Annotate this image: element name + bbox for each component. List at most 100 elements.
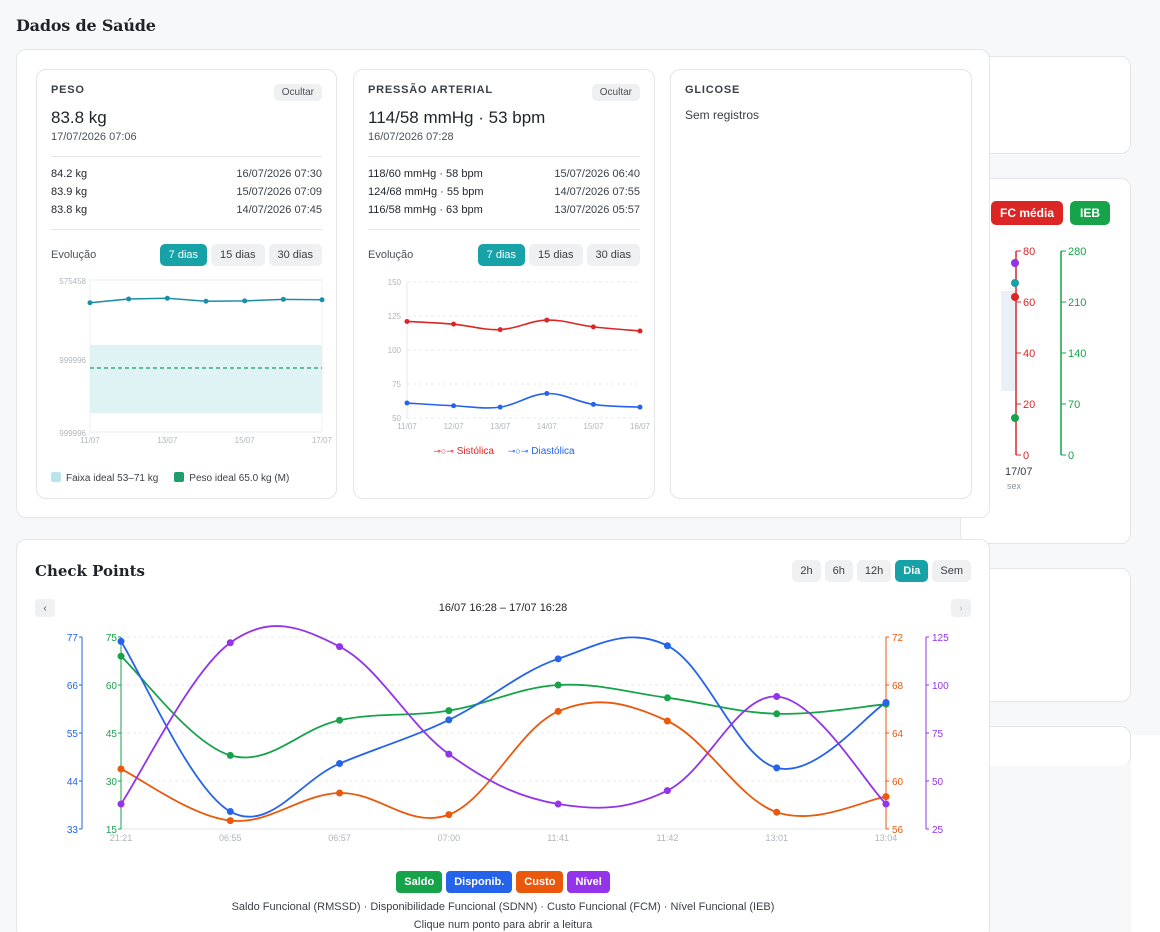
list-item: 116/58 mmHg · 63 bpm 13/07/2026 05:57	[368, 204, 640, 216]
background-date-label: 17/07	[1005, 466, 1033, 478]
y-tick-label: 55	[67, 729, 79, 740]
series-description: Saldo Funcional (RMSSD) · Disponibilidad…	[231, 901, 775, 913]
y-tick-label: 45	[106, 729, 118, 740]
checkpoints-title: Check Points	[35, 562, 145, 580]
health-metrics-panel: PESO Ocultar 83.8 kg 17/07/2026 07:06 84…	[16, 49, 990, 518]
series-custo-toggle[interactable]: Custo	[516, 871, 564, 893]
diastolic-legend: ⊸○⊸ Diastólica	[507, 446, 575, 457]
checkpoint-point	[445, 811, 453, 819]
range-30-days-button[interactable]: 30 dias	[268, 244, 322, 266]
checkpoint-point	[117, 652, 125, 660]
next-period-button[interactable]: ›	[951, 599, 971, 617]
teal-point	[1011, 279, 1019, 287]
weight-card-label: PESO	[51, 84, 85, 96]
checkpoint-point	[554, 681, 562, 689]
x-tick-label: 21:21	[110, 833, 133, 843]
range-15-days-button[interactable]: 15 dias	[211, 244, 265, 266]
tab-2h[interactable]: 2h	[792, 560, 821, 582]
divider	[51, 156, 322, 157]
axis-tick-label: 210	[1068, 297, 1086, 309]
y-tick-label: 999996	[59, 356, 86, 365]
y-tick-label: 77	[67, 633, 79, 644]
y-tick-label: 66	[67, 681, 79, 692]
weight-point	[164, 295, 170, 301]
series-line	[120, 636, 887, 818]
bp-card-label: PRESSÃO ARTERIAL	[368, 84, 493, 96]
bp-point	[497, 327, 503, 333]
y-tick-label: 100	[388, 346, 402, 355]
list-item: 118/60 mmHg · 58 bpm 15/07/2026 06:40	[368, 168, 640, 180]
weight-evolution-label: Evolução	[51, 249, 97, 261]
x-tick-label: 15/07	[583, 422, 604, 431]
checkpoint-point	[336, 716, 344, 724]
divider	[368, 156, 640, 157]
series-nivel-toggle[interactable]: Nível	[567, 871, 610, 893]
bp-legend: ⊸○⊸ Sistólica ⊸○⊸ Diastólica	[354, 446, 654, 457]
range-15-days-button[interactable]: 15 dias	[529, 244, 583, 266]
bp-point	[637, 404, 643, 410]
y-tick-label: 50	[392, 414, 401, 423]
y-tick-label: 125	[388, 312, 402, 321]
checkpoint-point	[117, 637, 125, 645]
x-tick-label: 06:57	[328, 833, 351, 843]
y-tick-label: 30	[106, 777, 118, 788]
weight-range-selector: 7 dias 15 dias 30 dias	[159, 244, 322, 266]
y-tick-label: 50	[932, 777, 944, 788]
axis-tick-label: 60	[1023, 297, 1035, 309]
bp-evolution-label: Evolução	[368, 249, 414, 261]
tab-12h[interactable]: 12h	[856, 560, 892, 582]
x-tick-label: 13/07	[157, 436, 178, 445]
fc-media-button[interactable]: FC média	[991, 201, 1064, 225]
weight-current-date: 17/07/2026 07:06	[51, 131, 137, 143]
x-tick-label: 11:41	[547, 833, 569, 843]
bp-point	[497, 404, 503, 410]
list-item: 84.2 kg 16/07/2026 07:30	[51, 168, 322, 180]
series-saldo-toggle[interactable]: Saldo	[396, 871, 443, 893]
x-tick-label: 13:01	[765, 833, 788, 843]
bp-series-line	[406, 392, 641, 409]
ideal-range-band	[90, 345, 322, 413]
tab-dia[interactable]: Dia	[895, 560, 929, 582]
checkpoint-point	[663, 642, 671, 650]
list-item: 124/68 mmHg · 55 bpm 14/07/2026 07:55	[368, 186, 640, 198]
weight-hide-button[interactable]: Ocultar	[273, 84, 322, 101]
y-tick-label: 125	[932, 633, 949, 644]
y-tick-label: 64	[892, 729, 904, 740]
axis-tick-label: 280	[1068, 246, 1086, 258]
tab-6h[interactable]: 6h	[824, 560, 853, 582]
y-tick-label: 15	[106, 825, 118, 836]
range-7-days-button[interactable]: 7 dias	[159, 244, 208, 266]
bp-current-date: 16/07/2026 07:28	[368, 131, 454, 143]
checkpoint-point	[445, 750, 453, 758]
background-axes: 80 60 40 20 0 280 210 140 70 0 17/07 sex	[1001, 246, 1086, 491]
bp-point	[590, 401, 596, 407]
bp-hide-button[interactable]: Ocultar	[591, 84, 640, 101]
range-30-days-button[interactable]: 30 dias	[586, 244, 640, 266]
weight-current-value: 83.8 kg	[51, 108, 107, 127]
series-disponib-toggle[interactable]: Disponib.	[446, 871, 513, 893]
checkpoints-panel: Check Points 2h 6h 12h Dia Sem ‹ 16/07 1…	[16, 539, 990, 932]
ieb-button[interactable]: IEB	[1070, 201, 1111, 225]
weight-card: PESO Ocultar 83.8 kg 17/07/2026 07:06 84…	[36, 69, 337, 499]
x-tick-label: 16/07	[630, 422, 651, 431]
checkpoint-point	[882, 800, 890, 808]
weight-point	[280, 296, 286, 302]
checkpoint-point	[882, 793, 890, 801]
checkpoint-point	[663, 717, 671, 725]
white-overlay	[1131, 735, 1160, 932]
y-tick-label: 60	[106, 681, 118, 692]
bp-history-list: 118/60 mmHg · 58 bpm 15/07/2026 06:40 124…	[368, 165, 640, 219]
y-tick-label: 44	[67, 777, 79, 788]
axis-tick-label: 0	[1023, 450, 1029, 462]
checkpoint-point	[554, 707, 562, 715]
bp-point	[590, 324, 596, 330]
prev-period-button[interactable]: ‹	[35, 599, 55, 617]
range-7-days-button[interactable]: 7 dias	[477, 244, 526, 266]
series-line	[120, 701, 887, 822]
checkpoint-point	[554, 800, 562, 808]
bp-point	[451, 321, 457, 327]
y-tick-label: 75	[106, 633, 118, 644]
period-range-label: 16/07 16:28 – 17/07 16:28	[438, 602, 568, 614]
tab-sem[interactable]: Sem	[932, 560, 971, 582]
